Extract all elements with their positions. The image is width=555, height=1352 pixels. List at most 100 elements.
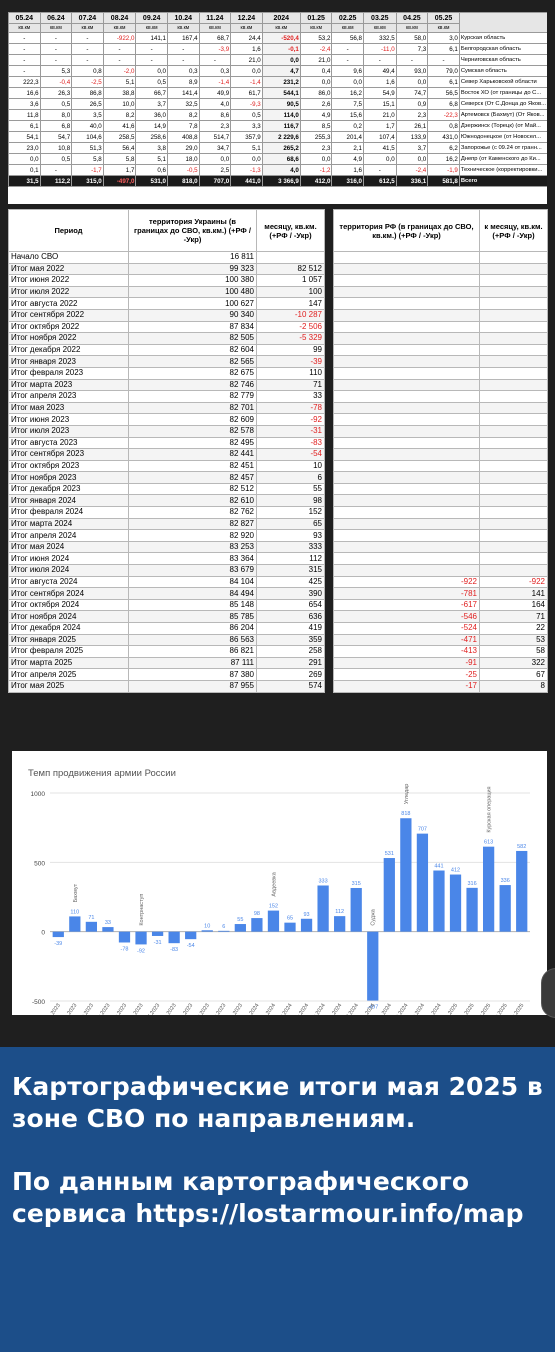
table-row: Итог июля 2023 82 578 -31 [8, 424, 325, 438]
table-row [333, 251, 548, 264]
table-row [333, 459, 548, 473]
table-cell: 431,0 [427, 131, 460, 143]
table-cell: 1,7 [362, 120, 397, 132]
table-cell: 0,5 [230, 109, 263, 121]
territory-cell [333, 297, 480, 310]
table-cell: 54,9 [362, 87, 397, 99]
territory-cell: -471 [333, 633, 480, 647]
table-row: Итог октября 2022 87 834 -2 506 [8, 320, 325, 334]
table-cell: - [427, 54, 460, 66]
delta-cell: 390 [256, 587, 325, 600]
table-cell: 1,7 [102, 164, 137, 176]
table-cell: 0,9 [395, 98, 429, 110]
x-tick-label: Nov 2024 [408, 1003, 426, 1015]
table-cell: - [166, 54, 200, 66]
delta-cell: 322 [479, 656, 548, 670]
delta-cell: 269 [256, 668, 325, 681]
delta-cell: 100 [256, 285, 325, 299]
table-cell: 51,3 [71, 142, 104, 154]
table-cell: 68,6 [261, 153, 301, 165]
table-cell: 11,8 [8, 109, 41, 121]
table-cell: 2,3 [198, 120, 232, 132]
direction-cell: Южнодонецкое (от Новосел... [458, 131, 547, 143]
table-row [333, 366, 548, 380]
table-cell: 107,4 [362, 131, 397, 143]
delta-cell [479, 459, 548, 473]
table-cell: 23,0 [8, 142, 41, 154]
table-cell: - [71, 32, 104, 44]
x-tick-label: May 2025 [507, 1003, 526, 1015]
territory-cell: 99 323 [128, 262, 257, 276]
table-cell: 79,0 [427, 65, 460, 77]
table-row: Итог января 2023 82 565 -39 [8, 355, 325, 368]
direction-cell: Техническое (корректировки... [458, 164, 547, 176]
bar [499, 885, 511, 932]
table-row: Итог февраля 2024 82 762 152 [8, 506, 325, 519]
direction-cell: Северск (От С.Донца до Яков... [458, 98, 547, 110]
table-cell: -1,3 [230, 164, 263, 176]
table-cell: 112,2 [39, 175, 73, 187]
delta-cell [479, 366, 548, 380]
data-label: -497 [367, 1005, 378, 1011]
territory-cell: 82 762 [128, 506, 257, 519]
direction-cell: Восток ХО (от границы до С... [458, 87, 547, 99]
table-cell: - [39, 32, 73, 44]
table-cell: 332,5 [362, 32, 397, 44]
table-cell: - [331, 43, 364, 55]
table-cell: 316,0 [331, 175, 364, 187]
territory-cell: 100 627 [128, 297, 257, 310]
table-row: -524 22 [333, 622, 548, 635]
period-cell: Итог марта 2025 [8, 656, 129, 670]
month-header: 06.24 [39, 12, 73, 24]
unit-label: кв.км [166, 23, 200, 33]
territory-cell: -17 [333, 679, 480, 693]
territory-cell: 83 679 [128, 564, 257, 577]
unit-label: кв.км [230, 23, 263, 33]
territory-cell: -546 [333, 610, 480, 623]
period-cell: Итог сентября 2022 [8, 308, 129, 322]
delta-cell: 112 [256, 552, 325, 566]
table-cell: 8,9 [166, 76, 200, 88]
territory-cell [333, 540, 480, 554]
table-row [333, 343, 548, 357]
table-cell: -2,4 [299, 43, 333, 55]
table-row: Итог марта 2025 87 111 291 [8, 656, 325, 670]
unit-label: кв.км [39, 23, 73, 33]
period-cell: Итог мая 2023 [8, 401, 129, 415]
territory-cell: -781 [333, 587, 480, 600]
x-tick-label: Sep 2023 [176, 1003, 194, 1015]
delta-cell: 110 [256, 366, 325, 380]
delta-cell: -5 329 [256, 332, 325, 345]
table-cell: 4,9 [299, 109, 333, 121]
table-row [333, 482, 548, 496]
period-cell: Итог декабря 2024 [8, 622, 129, 635]
bar [52, 931, 64, 938]
monthly-directions-table-panel: 05.24 06.24 07.24 08.24 09.24 10.24 11.24 12.24… [8, 12, 547, 204]
delta-cell [256, 251, 325, 264]
delta-cell: 93 [256, 529, 325, 542]
table-row [333, 494, 548, 508]
direction-cell: Запорожье (с 09.24 от гранн... [458, 142, 547, 154]
scroll-handle[interactable] [541, 968, 555, 1018]
direction-cell: Курская область [458, 32, 547, 44]
territory-cell [333, 390, 480, 403]
table-cell: 141,1 [135, 32, 168, 44]
table-cell: 4,9 [331, 153, 364, 165]
table-cell: -1,9 [427, 164, 460, 176]
table-cell: -0,5 [166, 164, 200, 176]
period-cell: Итог июня 2022 [8, 274, 129, 287]
delta-cell: 574 [256, 679, 325, 693]
table-cell: 36,0 [135, 109, 168, 121]
table-row: 0,1- -1,7 1,7 0,6 -0,5 2,5 -1,3 4,0 -1,2 1,6- -2,4… [8, 164, 547, 176]
table-cell: -22,3 [427, 109, 460, 121]
table-cell: - [71, 54, 104, 66]
table-row: 6,1 6,8 40,0 41,6 14,9 7,8 2,3 3,3 116,7 8,5 0,2 1,… [8, 120, 547, 132]
period-cell: Итог июня 2023 [8, 413, 129, 426]
y-tick-label: 500 [34, 860, 45, 867]
delta-cell: -31 [256, 424, 325, 438]
delta-cell [479, 482, 548, 496]
table-cell: 336,1 [395, 175, 429, 187]
month-header: 10.24 [166, 12, 200, 24]
table-row: Итог января 2025 86 563 359 [8, 633, 325, 647]
bar [69, 916, 81, 932]
